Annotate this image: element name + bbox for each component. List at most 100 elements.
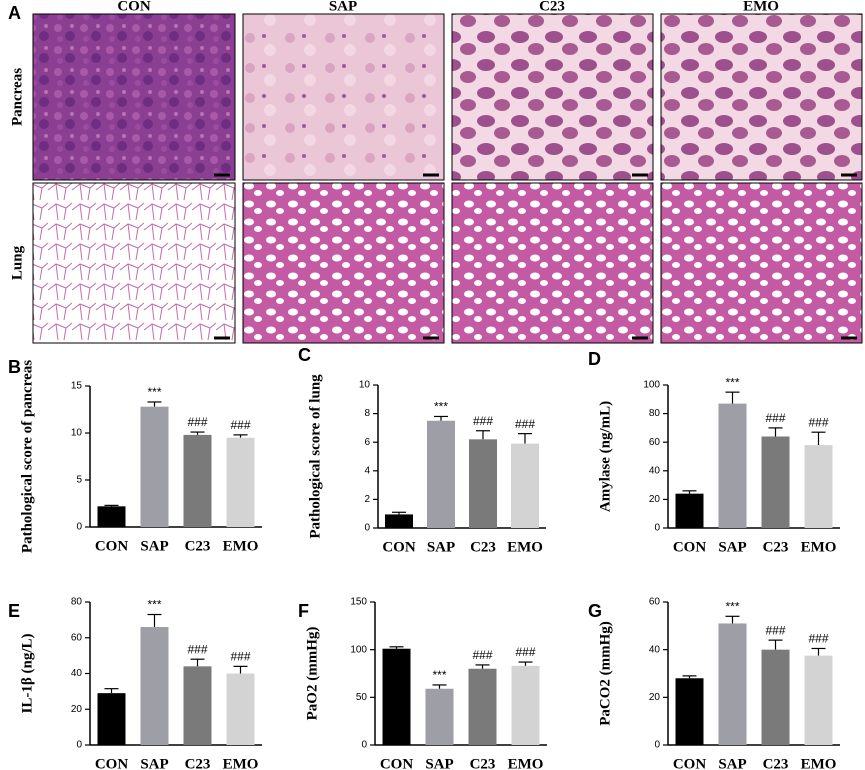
bar <box>140 406 169 527</box>
x-tick-label: SAP <box>718 539 746 555</box>
column-label: EMO <box>743 0 779 14</box>
x-tick-label: CON <box>380 756 414 770</box>
scale-bars <box>214 173 857 340</box>
y-axis-label: IL-1β (ng/L) <box>19 634 35 714</box>
y-tick-label: 10 <box>71 428 83 439</box>
significance-label: *** <box>147 598 161 612</box>
x-tick-label: SAP <box>140 756 168 770</box>
bar <box>468 668 497 745</box>
bar <box>385 514 413 528</box>
bar <box>425 688 454 745</box>
y-tick-label: 40 <box>71 668 83 679</box>
bar <box>427 420 455 528</box>
y-tick-label: 10 <box>359 380 371 391</box>
significance-label: ### <box>187 415 207 429</box>
bar <box>761 436 790 528</box>
y-tick-label: 20 <box>649 494 661 505</box>
bar <box>140 627 169 745</box>
panel-label: D <box>588 349 601 369</box>
y-tick-label: 100 <box>350 644 367 655</box>
panel-label: E <box>8 601 20 621</box>
bar <box>675 678 704 745</box>
y-axis-label: Pathological score of pancreas <box>19 360 35 553</box>
y-tick-label: 0 <box>364 523 370 534</box>
significance-label: *** <box>725 375 739 389</box>
x-tick-label: SAP <box>140 538 168 554</box>
x-tick-label: EMO <box>801 756 837 770</box>
x-tick-label: SAP <box>718 756 746 770</box>
bar <box>183 666 212 745</box>
y-axis-label: PaCO2 (mmHg) <box>597 621 613 726</box>
y-tick-label: 20 <box>649 692 661 703</box>
row-label: Lung <box>9 245 25 280</box>
panel-label: C <box>298 345 311 365</box>
y-tick-label: 0 <box>76 522 82 533</box>
bar <box>761 649 790 745</box>
significance-label: ### <box>515 645 535 659</box>
micrograph <box>242 13 445 181</box>
y-tick-label: 20 <box>71 704 83 715</box>
significance-label: *** <box>434 400 448 414</box>
micrograph <box>32 13 236 181</box>
x-tick-label: C23 <box>470 756 496 770</box>
y-axis-label: Pathological score of lung <box>307 374 323 539</box>
significance-label: *** <box>725 599 739 613</box>
bar <box>97 693 126 745</box>
micrograph <box>242 182 445 344</box>
x-tick-label: C23 <box>185 538 211 554</box>
y-tick-label: 0 <box>654 740 660 751</box>
y-axis-label: Amylase (ng/mL) <box>597 401 613 512</box>
significance-label: ### <box>808 632 828 646</box>
x-tick-label: EMO <box>223 756 259 770</box>
x-tick-label: CON <box>673 539 707 555</box>
bar <box>382 648 411 745</box>
significance-label: ### <box>230 418 250 432</box>
x-tick-label: SAP <box>425 756 453 770</box>
x-tick-label: CON <box>95 756 129 770</box>
significance-label: ### <box>765 623 785 637</box>
significance-label: ### <box>472 648 492 662</box>
y-tick-label: 60 <box>71 632 83 643</box>
x-tick-label: EMO <box>507 539 543 555</box>
y-tick-label: 8 <box>364 408 370 419</box>
y-tick-label: 15 <box>71 381 83 392</box>
significance-label: *** <box>432 668 446 682</box>
significance-label: ### <box>808 415 828 429</box>
y-tick-label: 80 <box>71 597 83 608</box>
significance-label: ### <box>230 650 250 664</box>
x-tick-label: CON <box>673 756 707 770</box>
bar <box>97 506 126 527</box>
y-tick-label: 5 <box>76 475 82 486</box>
bar <box>804 655 833 745</box>
y-tick-label: 80 <box>649 408 661 419</box>
bar <box>226 673 255 745</box>
bar <box>226 437 255 527</box>
x-tick-label: EMO <box>801 539 837 555</box>
x-tick-label: C23 <box>763 756 789 770</box>
bar <box>183 434 212 527</box>
x-tick-label: SAP <box>427 539 455 555</box>
y-tick-label: 40 <box>649 644 661 655</box>
y-tick-label: 150 <box>350 597 367 608</box>
y-tick-label: 0 <box>76 740 82 751</box>
x-tick-label: C23 <box>470 539 496 555</box>
column-label: SAP <box>329 0 357 14</box>
panel-label: G <box>588 601 602 621</box>
significance-label: *** <box>147 385 161 399</box>
y-tick-label: 60 <box>649 597 661 608</box>
x-tick-label: C23 <box>763 539 789 555</box>
y-tick-label: 6 <box>364 437 370 448</box>
significance-label: ### <box>515 417 535 431</box>
y-axis-label: PaO2 (mmHg) <box>304 627 320 721</box>
bar <box>511 443 539 528</box>
y-tick-label: 2 <box>364 494 370 505</box>
bar <box>511 665 540 745</box>
panel-label: F <box>298 601 309 621</box>
y-tick-label: 0 <box>654 523 660 534</box>
y-tick-label: 4 <box>364 465 370 476</box>
panel-label: B <box>8 357 21 377</box>
column-label: CON <box>117 0 151 14</box>
significance-label: ### <box>473 414 493 428</box>
bar <box>675 493 704 528</box>
